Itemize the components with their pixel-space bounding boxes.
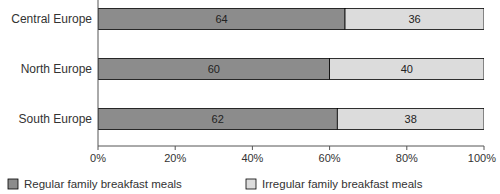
- chart-svg: 64 36 60 40 62 38 0% 20% 40% 60% 80% 100% Central Eu…: [0, 0, 500, 194]
- x-axis-line: [98, 146, 484, 147]
- data-label: 62: [212, 113, 224, 125]
- x-tick: [484, 146, 485, 150]
- legend-swatch: [246, 179, 256, 189]
- chart-container: 64 36 60 40 62 38 0% 20% 40% 60% 80% 100% Central Eu…: [0, 0, 500, 194]
- legend-swatch: [8, 179, 18, 189]
- x-tick: [252, 146, 253, 150]
- bar-segment: [98, 109, 337, 130]
- legend-label: Irregular family breakfast meals: [262, 178, 423, 190]
- x-tick-label: 100%: [468, 152, 496, 164]
- bar-segment: [330, 59, 484, 80]
- data-label: 64: [215, 13, 227, 25]
- category-label: North Europe: [21, 62, 93, 76]
- data-label: 60: [208, 63, 220, 75]
- bar-segment: [337, 109, 484, 130]
- data-label: 40: [401, 63, 413, 75]
- legend-label: Regular family breakfast meals: [24, 178, 182, 190]
- data-label: 36: [408, 13, 420, 25]
- x-tick-label: 40%: [241, 152, 263, 164]
- y-axis-line: [98, 0, 99, 146]
- category-label: South Europe: [19, 112, 93, 126]
- bar-segment: [98, 59, 330, 80]
- x-tick-label: 20%: [164, 152, 186, 164]
- x-tick-label: 80%: [396, 152, 418, 164]
- axes: 0% 20% 40% 60% 80% 100% Central Europe North Eu…: [11, 0, 496, 164]
- data-label: 38: [405, 113, 417, 125]
- x-tick: [329, 146, 330, 150]
- legend: Regular family breakfast meals Irregular …: [8, 178, 423, 190]
- x-tick-label: 60%: [319, 152, 341, 164]
- category-label: Central Europe: [11, 12, 92, 26]
- bar-segment: [345, 9, 484, 30]
- x-tick: [175, 146, 176, 150]
- bar-segment: [98, 9, 345, 30]
- bars: [98, 9, 484, 130]
- x-tick: [406, 146, 407, 150]
- x-tick: [98, 146, 99, 150]
- data-labels: 64 36 60 40 62 38: [208, 13, 421, 125]
- x-tick-label: 0%: [90, 152, 106, 164]
